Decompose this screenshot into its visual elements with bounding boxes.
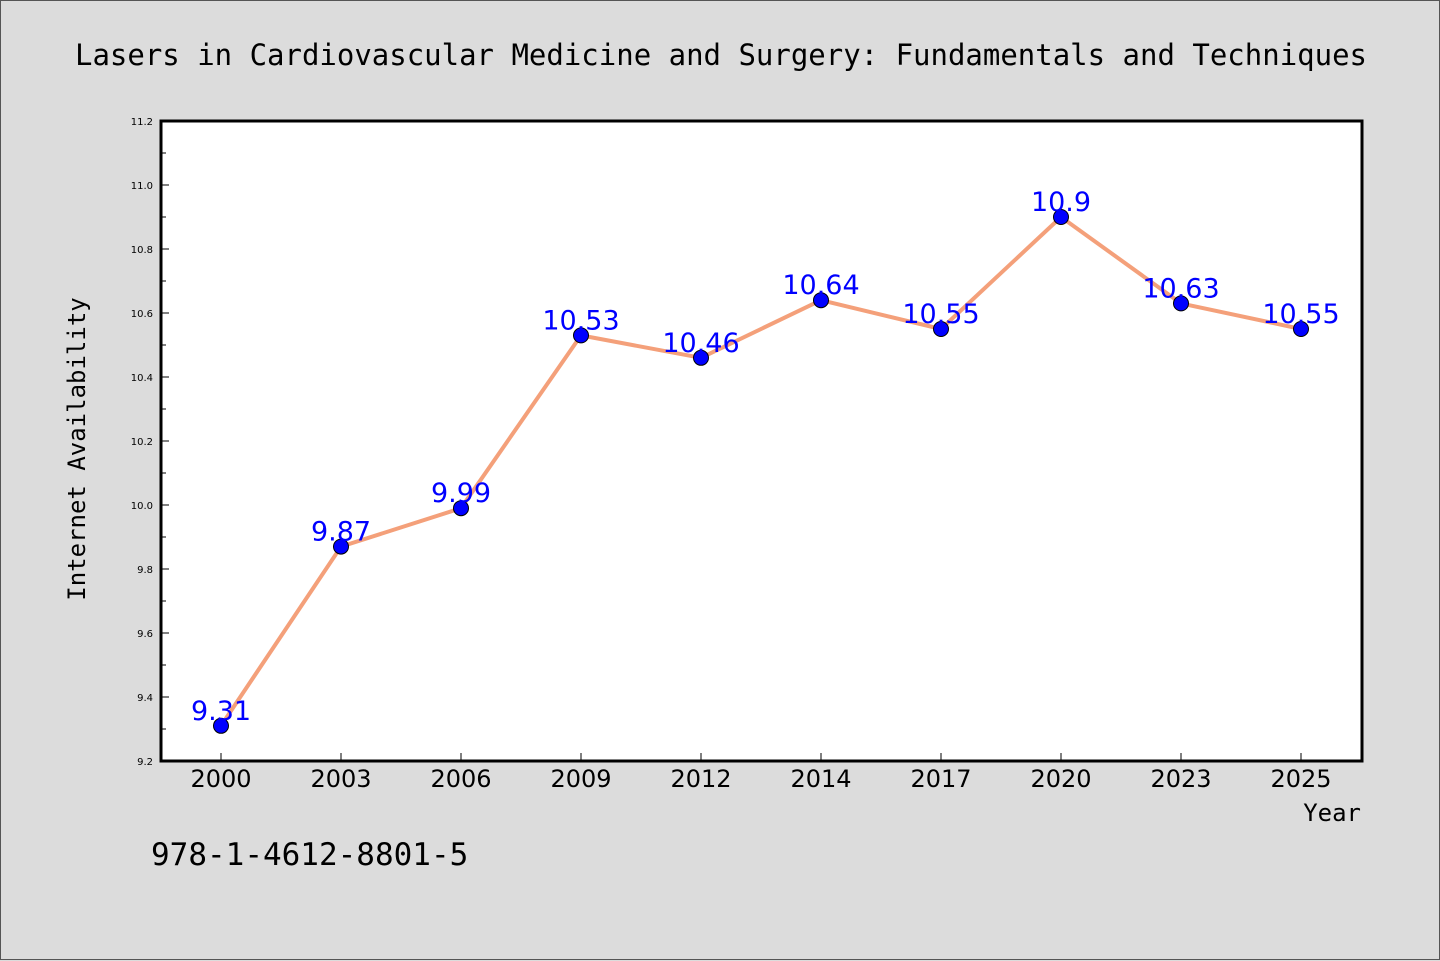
data-point-label: 9.87 xyxy=(311,517,371,548)
x-tick-label: 2006 xyxy=(430,765,491,793)
data-point-marker xyxy=(813,292,829,309)
x-tick-label: 2000 xyxy=(190,765,251,793)
plot-area xyxy=(159,119,1364,763)
data-point-label: 10.46 xyxy=(662,328,739,359)
data-point-label: 9.99 xyxy=(431,478,491,509)
data-point-marker xyxy=(1173,295,1189,312)
chart-title: Lasers in Cardiovascular Medicine and Su… xyxy=(75,38,1367,72)
data-point-marker xyxy=(453,500,469,517)
data-point-label: 10.63 xyxy=(1142,273,1219,304)
y-axis-label: Internet Availability xyxy=(63,297,91,600)
series-markers xyxy=(213,209,1309,734)
y-tick-label: 10.8 xyxy=(131,245,153,256)
y-axis: 9.2 9.4 9.6 9.8 10.0 10.2 10.4 10.6 10.8 11.0 11.2 xyxy=(131,117,169,768)
x-axis-label: Year xyxy=(1303,799,1361,827)
y-tick-label: 9.2 xyxy=(137,757,153,768)
data-labels: 9.31 9.87 9.99 10.53 10.46 10.64 10.55 10.9 10.6… xyxy=(191,187,1340,727)
data-point-marker xyxy=(333,538,349,555)
data-point-marker xyxy=(933,321,949,337)
data-point-label: 10.9 xyxy=(1031,187,1091,218)
y-tick-label: 9.4 xyxy=(137,693,153,704)
series-line-group xyxy=(219,215,1303,728)
data-point-label: 10.64 xyxy=(782,270,859,301)
x-tick-label: 2009 xyxy=(550,765,611,793)
y-tick-label: 11.0 xyxy=(131,181,153,192)
x-tick-label: 2023 xyxy=(1150,765,1211,793)
data-point-label: 10.53 xyxy=(542,305,619,336)
series-line xyxy=(219,215,1303,728)
y-tick-label: 11.2 xyxy=(131,117,153,128)
data-point-label: 9.31 xyxy=(191,696,251,727)
data-point-label: 10.55 xyxy=(1262,299,1339,330)
data-point-label: 10.55 xyxy=(902,299,979,330)
x-tick-label: 2003 xyxy=(310,765,371,793)
data-point-marker xyxy=(1053,209,1069,225)
y-tick-label: 10.2 xyxy=(131,437,153,448)
data-point-marker xyxy=(693,349,709,366)
y-tick-label: 10.4 xyxy=(131,373,153,384)
y-tick-label: 9.8 xyxy=(137,565,153,576)
y-tick-label: 9.6 xyxy=(137,629,153,640)
x-tick-label: 2012 xyxy=(670,765,731,793)
x-axis: 2000 2003 2006 2009 2012 2014 2017 2020 2023 2025 xyxy=(190,753,1332,793)
data-point-marker xyxy=(1293,321,1309,337)
x-tick-label: 2017 xyxy=(910,765,971,793)
x-tick-label: 2014 xyxy=(790,765,851,793)
isbn-text: 978-1-4612-8801-5 xyxy=(151,837,468,873)
x-tick-label: 2025 xyxy=(1270,765,1331,793)
y-tick-label: 10.6 xyxy=(131,309,153,320)
x-tick-label: 2020 xyxy=(1030,765,1091,793)
y-tick-label: 10.0 xyxy=(131,501,153,512)
data-point-marker xyxy=(573,327,589,344)
data-point-marker xyxy=(213,717,229,734)
